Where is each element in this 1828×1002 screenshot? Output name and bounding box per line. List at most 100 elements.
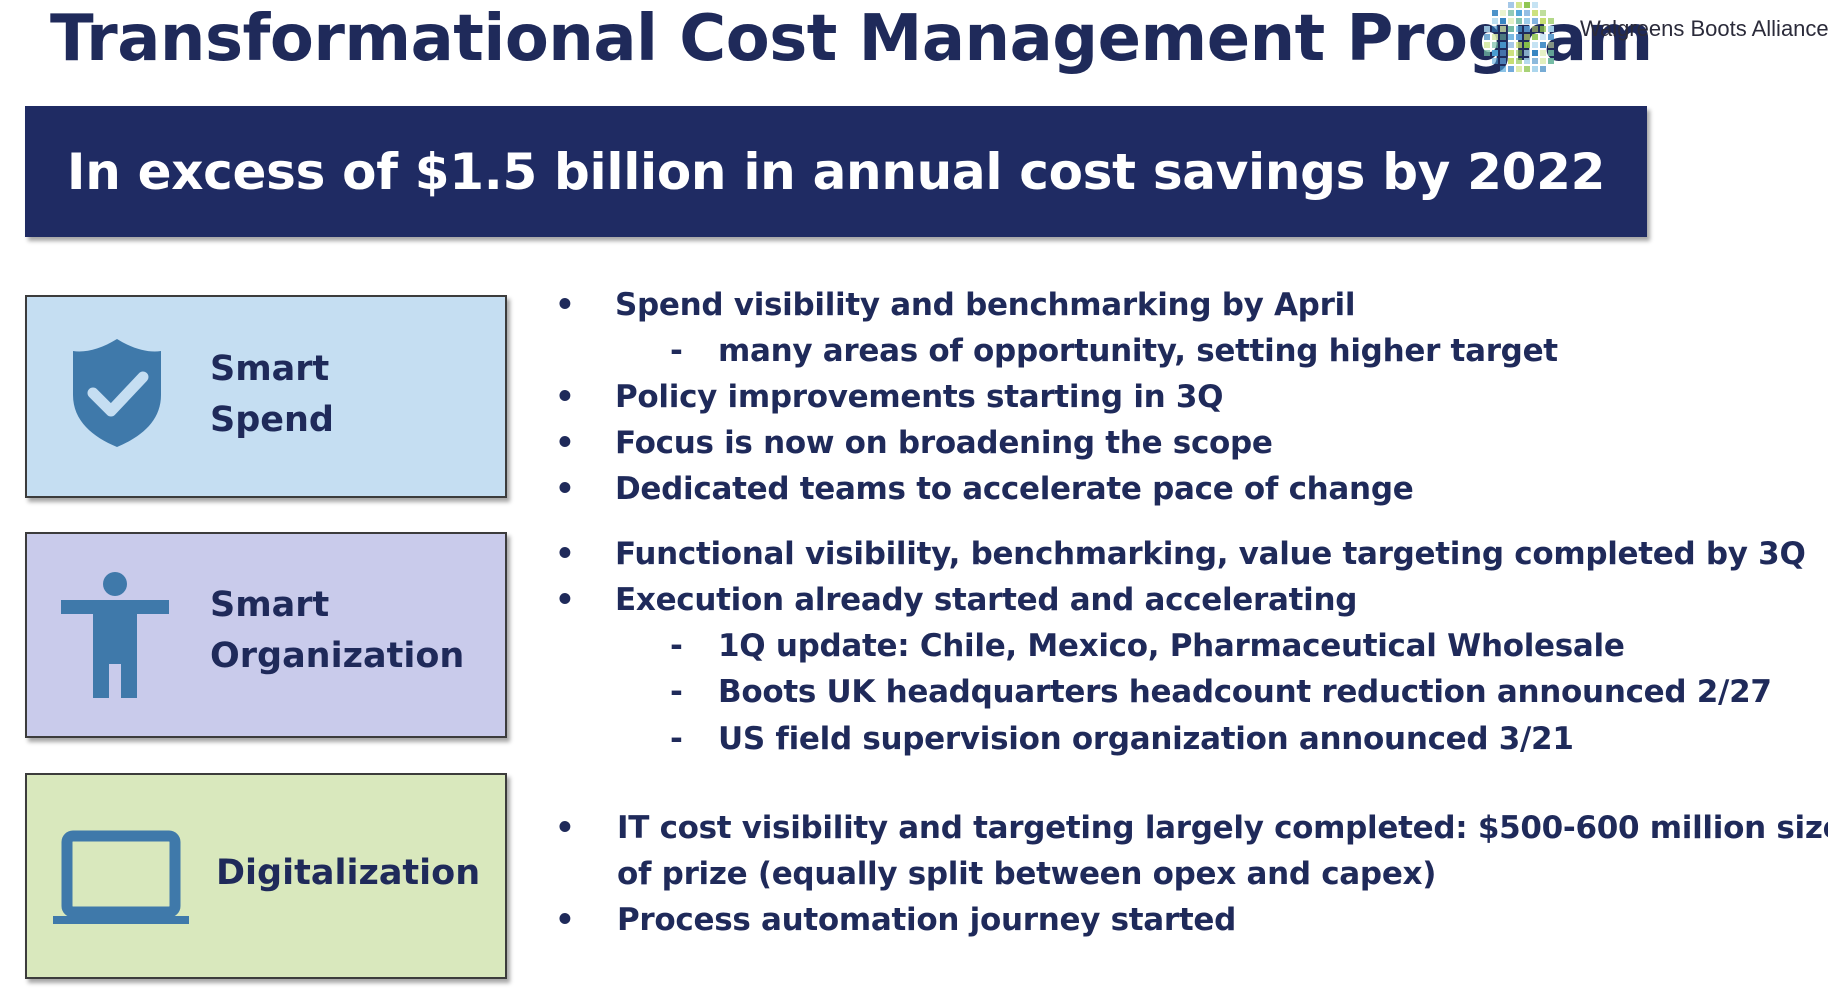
logo-tile — [1508, 42, 1514, 48]
logo-tile — [1540, 10, 1546, 16]
logo-tile — [1548, 58, 1554, 64]
digitalization-card: Digitalization — [25, 773, 507, 979]
logo-tile — [1492, 50, 1498, 56]
logo-tile — [1548, 34, 1554, 40]
sub-text: 1Q update: Chile, Mexico, Pharmaceutical… — [718, 628, 1625, 664]
logo-tile — [1492, 34, 1498, 40]
logo-tile — [1540, 66, 1546, 72]
logo-tile — [1500, 26, 1506, 32]
logo-tile — [1516, 10, 1522, 16]
logo-tile — [1532, 10, 1538, 16]
page-title: Transformational Cost Management Program — [50, 2, 1653, 76]
bullet-text: of prize (equally split between opex and… — [617, 856, 1437, 892]
logo-tile — [1500, 58, 1506, 64]
logo-tile — [1540, 26, 1546, 32]
logo-tile — [1524, 42, 1530, 48]
sub-text: Boots UK headquarters headcount reductio… — [718, 674, 1772, 710]
shield-check-icon — [73, 339, 161, 447]
logo-tile — [1508, 18, 1514, 24]
bullet-text: Functional visibility, benchmarking, val… — [615, 536, 1806, 572]
logo-tile — [1500, 42, 1506, 48]
bullet-dot: • — [555, 287, 575, 323]
logo-tile — [1484, 26, 1490, 32]
logo-tile — [1516, 2, 1522, 8]
card-label-line: Spend — [210, 400, 334, 440]
logo-tile — [1532, 66, 1538, 72]
smart-organization-card: Smart Organization — [25, 532, 507, 738]
person-icon — [61, 572, 169, 698]
logo-tile — [1508, 50, 1514, 56]
sub-text: many areas of opportunity, setting highe… — [718, 333, 1558, 369]
bullet-dot: • — [555, 810, 575, 846]
logo-tile — [1540, 42, 1546, 48]
card-label-line: Smart — [210, 349, 330, 389]
laptop-icon — [53, 830, 189, 924]
bullet-dot: • — [555, 582, 575, 618]
bullet-text: IT cost visibility and targeting largely… — [617, 810, 1828, 846]
logo-tile — [1540, 58, 1546, 64]
logo-tile — [1524, 58, 1530, 64]
logo-tile — [1516, 66, 1522, 72]
logo-text: Walgreens Boots Alliance — [1580, 16, 1828, 41]
dash-marker: - — [670, 721, 683, 757]
card-label: Digitalization — [216, 848, 480, 899]
bullet-dot: • — [555, 536, 575, 572]
logo-tile — [1532, 58, 1538, 64]
logo-tile — [1524, 18, 1530, 24]
logo-tile — [1484, 50, 1490, 56]
logo-tile — [1508, 26, 1514, 32]
logo-tile — [1532, 34, 1538, 40]
logo-tile — [1500, 10, 1506, 16]
dash-marker: - — [670, 628, 683, 664]
logo-tile — [1492, 58, 1498, 64]
logo-tile — [1492, 26, 1498, 32]
card-label-line: Smart — [210, 585, 330, 625]
card-label: Smart Spend — [210, 344, 334, 446]
logo-tile — [1516, 58, 1522, 64]
logo-tile — [1508, 34, 1514, 40]
logo-tile — [1532, 50, 1538, 56]
logo-tile — [1508, 66, 1514, 72]
smart-spend-card: Smart Spend — [25, 295, 507, 498]
logo-tile — [1524, 2, 1530, 8]
logo-tile — [1500, 50, 1506, 56]
logo-tile — [1532, 18, 1538, 24]
logo-tile — [1500, 66, 1506, 72]
bullet-text: Focus is now on broadening the scope — [615, 425, 1273, 461]
logo-tile — [1516, 18, 1522, 24]
logo-tile — [1548, 18, 1554, 24]
bullet-dot: • — [555, 902, 575, 938]
logo-tile — [1516, 26, 1522, 32]
logo-tile — [1492, 10, 1498, 16]
logo-tile — [1516, 42, 1522, 48]
logo-tile — [1540, 50, 1546, 56]
logo-tile — [1524, 50, 1530, 56]
bullet-text: Dedicated teams to accelerate pace of ch… — [615, 471, 1414, 507]
bullet-dot: • — [555, 471, 575, 507]
logo-tile — [1524, 26, 1530, 32]
bullet-dot: • — [555, 379, 575, 415]
bullet-text: Process automation journey started — [617, 902, 1237, 938]
logo-tile — [1532, 42, 1538, 48]
logo-tile — [1484, 34, 1490, 40]
logo-tile — [1540, 34, 1546, 40]
logo-tile — [1524, 34, 1530, 40]
dash-marker: - — [670, 333, 683, 369]
logo-tile — [1492, 42, 1498, 48]
logo-tile — [1524, 10, 1530, 16]
logo-tile — [1516, 34, 1522, 40]
logo-tile — [1516, 50, 1522, 56]
bullet-dot: • — [555, 425, 575, 461]
banner-text: In excess of $1.5 billion in annual cost… — [66, 142, 1606, 201]
logo-tile — [1492, 18, 1498, 24]
logo-tile — [1508, 58, 1514, 64]
logo-tile — [1500, 34, 1506, 40]
logo-tile — [1540, 18, 1546, 24]
logo-tile — [1532, 26, 1538, 32]
bullet-text: Policy improvements starting in 3Q — [615, 379, 1224, 415]
logo-tile — [1548, 50, 1554, 56]
logo-tile — [1532, 2, 1538, 8]
sub-text: US field supervision organization announ… — [718, 721, 1574, 757]
logo-tile — [1548, 26, 1554, 32]
logo-tile — [1500, 18, 1506, 24]
